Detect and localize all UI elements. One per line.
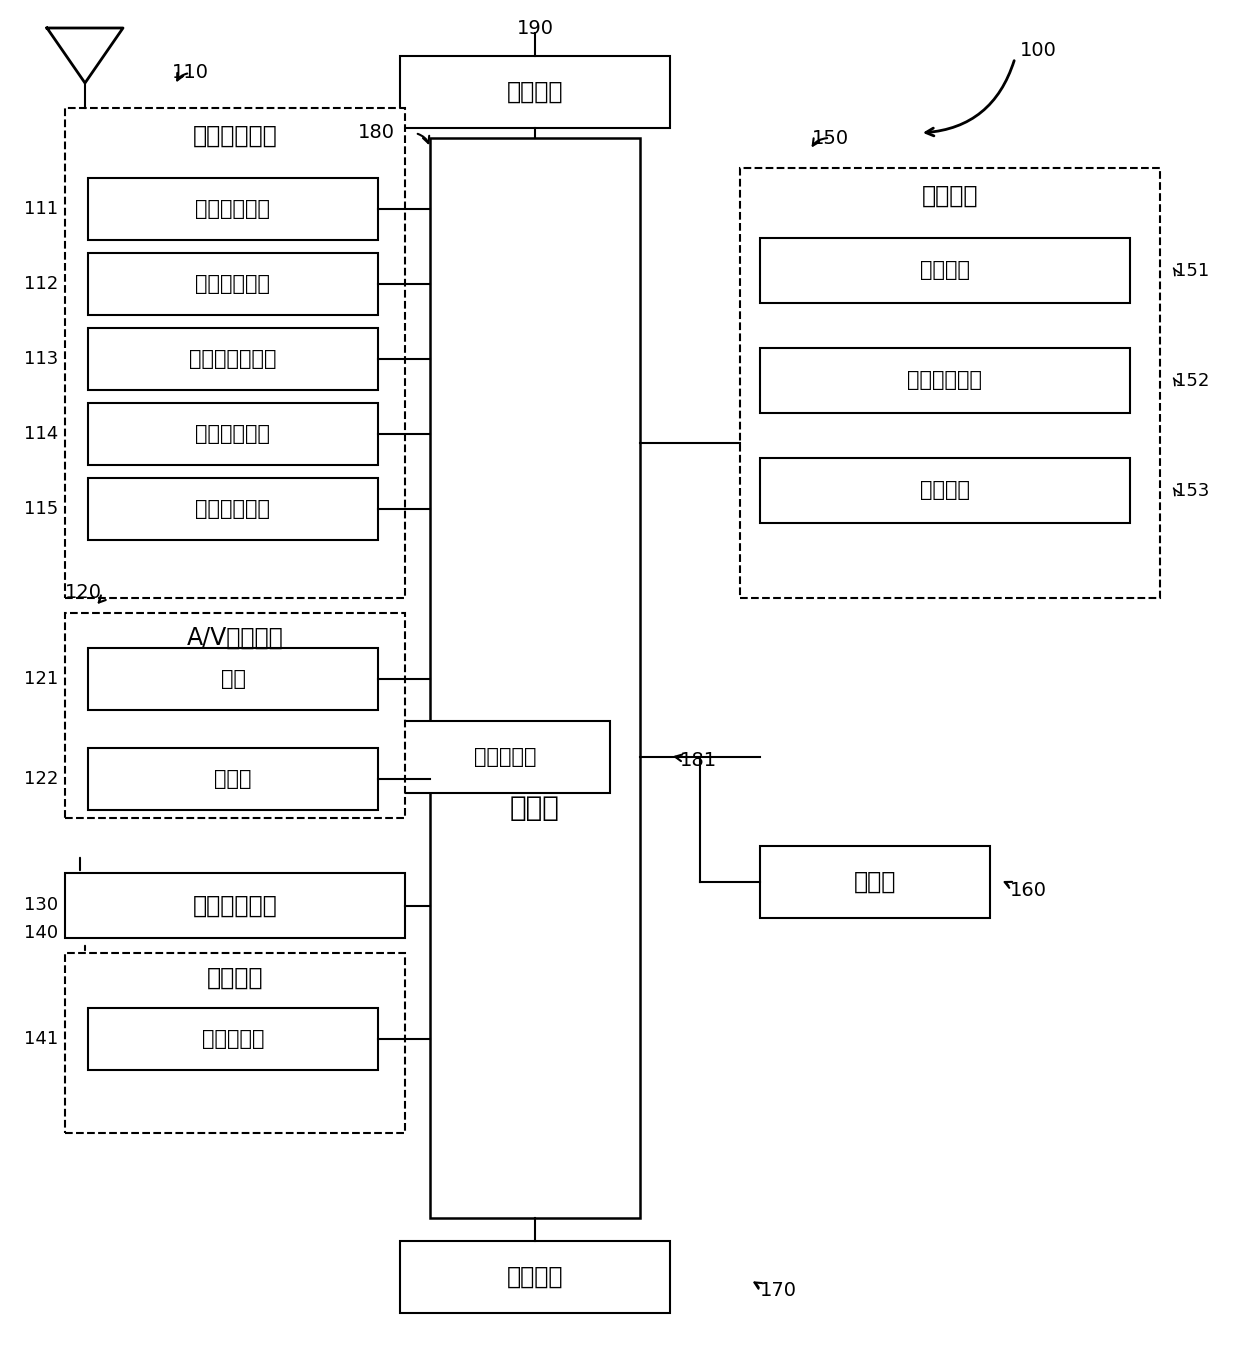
Bar	[64, 108, 405, 599]
Bar	[88, 178, 378, 240]
Text: 115: 115	[24, 500, 58, 518]
Text: 位置信息模块: 位置信息模块	[196, 499, 270, 519]
Bar	[88, 403, 378, 465]
Text: 移动通信模块: 移动通信模块	[196, 274, 270, 294]
Bar	[64, 953, 405, 1134]
Text: 无线通信单元: 无线通信单元	[192, 124, 278, 148]
Text: 控制器: 控制器	[510, 794, 560, 821]
Bar	[88, 479, 378, 541]
Text: 无线互联网模块: 无线互联网模块	[190, 349, 277, 369]
Text: 输出单元: 输出单元	[921, 183, 978, 208]
Bar	[430, 137, 640, 1219]
Text: 180: 180	[358, 124, 396, 143]
Bar	[88, 1008, 378, 1070]
Bar	[88, 328, 378, 390]
Text: A/V输入单元: A/V输入单元	[187, 625, 284, 650]
Text: 接口单元: 接口单元	[507, 1264, 563, 1289]
Text: 150: 150	[811, 128, 848, 147]
Text: 160: 160	[1011, 880, 1047, 899]
Bar	[401, 1242, 670, 1313]
Text: 110: 110	[171, 63, 208, 82]
Text: 麦克风: 麦克风	[215, 768, 252, 789]
Text: 141: 141	[24, 1030, 58, 1047]
Text: 照相: 照相	[221, 669, 246, 689]
Bar	[760, 239, 1130, 303]
Text: 120: 120	[64, 584, 102, 603]
Text: 显示单元: 显示单元	[920, 260, 970, 280]
Bar	[760, 847, 990, 918]
Bar	[88, 748, 378, 810]
Bar	[64, 874, 405, 938]
Text: 100: 100	[1021, 40, 1056, 59]
Bar	[401, 721, 610, 793]
Bar	[760, 458, 1130, 523]
Bar	[88, 648, 378, 710]
Text: 113: 113	[24, 350, 58, 368]
Text: 电源单元: 电源单元	[507, 80, 563, 104]
Text: 153: 153	[1176, 481, 1209, 500]
Text: 接近传感器: 接近传感器	[202, 1029, 264, 1049]
Text: 用户输入单元: 用户输入单元	[192, 894, 278, 918]
Text: 190: 190	[517, 19, 553, 38]
Text: 短程通信模块: 短程通信模块	[196, 425, 270, 443]
Text: 存储器: 存储器	[854, 869, 897, 894]
Text: 广播接收模块: 广播接收模块	[196, 200, 270, 218]
Text: 181: 181	[680, 751, 717, 770]
Text: 170: 170	[760, 1281, 797, 1299]
Bar	[401, 57, 670, 128]
Text: 警报单元: 警报单元	[920, 480, 970, 500]
Text: 121: 121	[24, 670, 58, 687]
Text: 140: 140	[24, 923, 58, 942]
Text: 音频输出模块: 音频输出模块	[908, 371, 982, 391]
Text: 122: 122	[24, 770, 58, 789]
Text: 114: 114	[24, 425, 58, 443]
Bar	[740, 168, 1159, 599]
Bar	[64, 613, 405, 818]
Text: 多媒体模块: 多媒体模块	[474, 747, 536, 767]
Bar	[760, 348, 1130, 412]
Text: 感测单元: 感测单元	[207, 967, 263, 989]
Text: 130: 130	[24, 896, 58, 914]
Text: 151: 151	[1176, 262, 1209, 279]
Text: 111: 111	[24, 200, 58, 218]
Bar	[88, 253, 378, 315]
Text: 112: 112	[24, 275, 58, 293]
Text: 152: 152	[1176, 372, 1209, 390]
